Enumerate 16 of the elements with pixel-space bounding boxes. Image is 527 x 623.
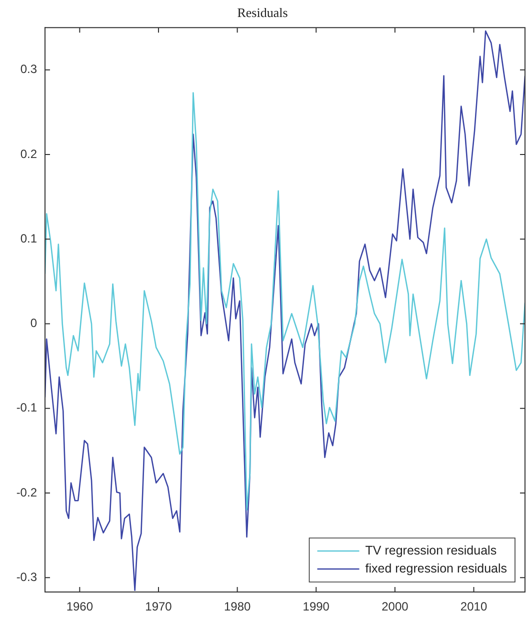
y-tick-label: 0.1 bbox=[20, 231, 38, 246]
chart-title: Residuals bbox=[237, 5, 288, 20]
x-tick-label: 1990 bbox=[302, 600, 330, 614]
y-tick-label: -0.3 bbox=[16, 570, 38, 584]
y-tick-label: 0 bbox=[30, 316, 38, 330]
x-tick-label: 1970 bbox=[145, 600, 172, 614]
y-tick-label: -0.1 bbox=[16, 400, 38, 415]
y-tick-label: 0.2 bbox=[20, 146, 38, 161]
x-tick-label: 2010 bbox=[460, 600, 488, 614]
x-tick-label: 1960 bbox=[66, 600, 94, 614]
x-tick-label: 1980 bbox=[224, 600, 251, 614]
x-tick-label: 2000 bbox=[382, 600, 409, 614]
legend-label: fixed regression residuals bbox=[365, 561, 508, 576]
legend-label: TV regression residuals bbox=[365, 543, 497, 558]
y-tick-label: -0.2 bbox=[16, 485, 38, 500]
y-tick-label: 0.3 bbox=[20, 62, 38, 76]
